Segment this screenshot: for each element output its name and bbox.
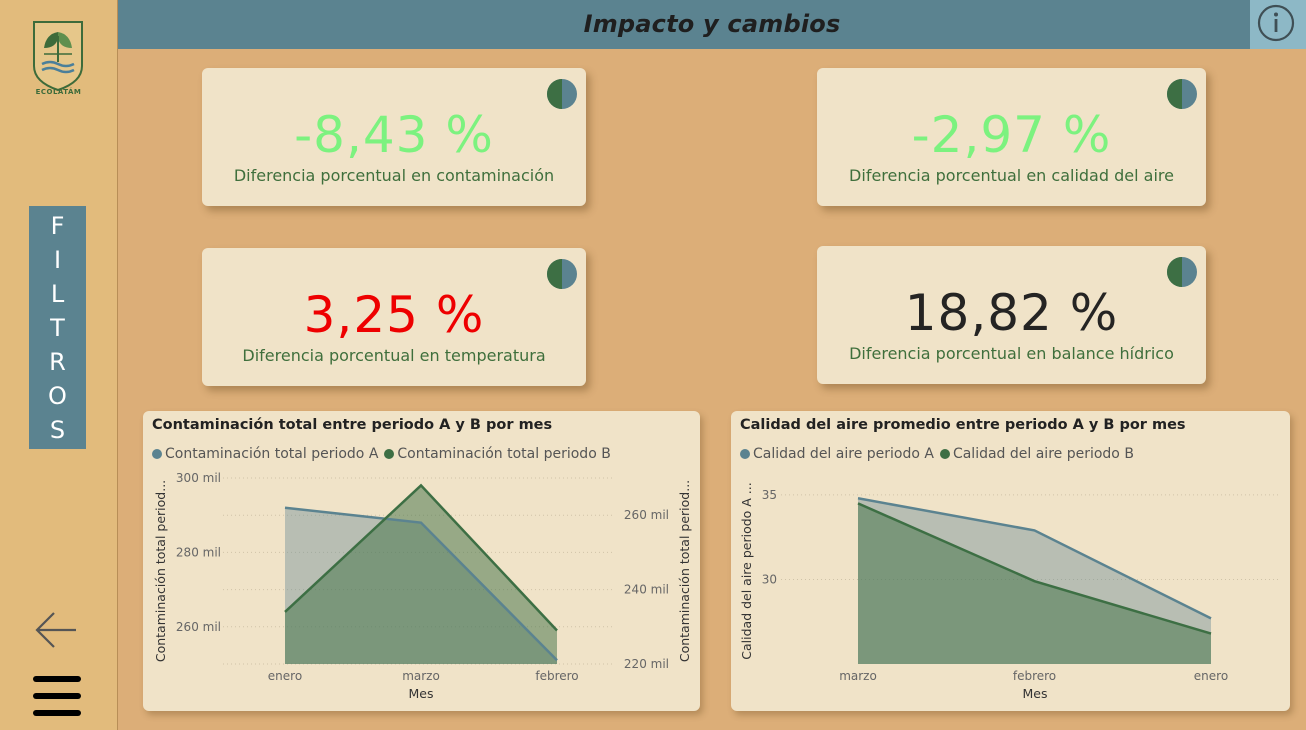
y2-axis-title: Contaminación total period... — [677, 480, 692, 662]
pie-chart-icon[interactable] — [546, 78, 578, 110]
chart-legend: Calidad del aire periodo A Calidad del a… — [740, 446, 1134, 462]
legend-label-b: Contaminación total periodo B — [397, 446, 611, 462]
kpi-value: -2,97 % — [911, 106, 1112, 164]
y-axis-title: Contaminación total period... — [153, 480, 168, 662]
x-tick-label: febrero — [1013, 669, 1056, 683]
series-a-line — [857, 497, 1212, 620]
legend-label-a: Contaminación total periodo A — [165, 446, 379, 462]
legend-item-a[interactable]: Calidad del aire periodo A — [740, 446, 934, 462]
kpi-card-temperature: 3,25 % Diferencia porcentual en temperat… — [202, 248, 586, 386]
x-tick-label: enero — [1194, 669, 1228, 683]
chart-air-quality-svg: 35 30 marzo febrero enero Mes Calidad del aire… — [739, 482, 1281, 701]
header-bar: Impacto y cambios — [118, 0, 1306, 49]
filters-button[interactable]: F I L T R O S — [29, 206, 86, 449]
filters-letter: F — [50, 211, 65, 240]
legend-item-b[interactable]: Calidad del aire periodo B — [939, 446, 1134, 462]
y-tick-label: 300 mil — [176, 471, 221, 485]
y-tick-label: 280 mil — [176, 545, 221, 559]
kpi-value: -8,43 % — [294, 106, 494, 164]
series-a-line — [284, 506, 558, 662]
kpi-value: 18,82 % — [904, 284, 1119, 342]
legend-item-a[interactable]: Contaminación total periodo A — [152, 446, 378, 462]
x-axis-title: Mes — [1023, 686, 1048, 701]
info-icon — [1257, 4, 1295, 42]
chart-contamination-svg: 300 mil 280 mil 260 mil 260 mil 240 mil 220 m… — [153, 471, 692, 701]
y-tick-label: 35 — [762, 488, 777, 502]
legend-dot-a — [740, 449, 750, 459]
chart-legend: Contaminación total periodo A Contaminac… — [152, 446, 611, 462]
ecolatam-logo — [33, 21, 83, 92]
kpi-label: Diferencia porcentual en balance hídrico — [849, 344, 1174, 363]
kpi-value: 3,25 % — [303, 286, 485, 344]
filters-letter: L — [50, 279, 65, 308]
hamburger-icon[interactable] — [33, 675, 81, 717]
y-axis-title: Calidad del aire periodo A ... — [739, 482, 754, 659]
y-tick-label: 260 mil — [176, 620, 221, 634]
filters-letter: S — [49, 415, 66, 444]
kpi-card-air-quality: -2,97 % Diferencia porcentual en calidad… — [817, 68, 1206, 206]
kpi-card-contamination: -8,43 % Diferencia porcentual en contami… — [202, 68, 586, 206]
kpi-label: Diferencia porcentual en calidad del air… — [849, 166, 1174, 185]
chart-title: Contaminación total entre periodo A y B … — [152, 417, 553, 433]
y2-tick-label: 220 mil — [624, 657, 669, 671]
pie-chart-icon[interactable] — [546, 258, 578, 290]
x-tick-label: enero — [268, 669, 302, 683]
chart-title: Calidad del aire promedio entre periodo … — [740, 417, 1186, 433]
filters-letter: T — [50, 313, 65, 342]
legend-item-b[interactable]: Contaminación total periodo B — [384, 446, 611, 462]
info-button[interactable] — [1250, 0, 1306, 49]
sidebar: ECOLATÁM F I L T R O S — [0, 0, 118, 730]
page-title: Impacto y cambios — [583, 10, 841, 38]
filters-letter: I — [53, 245, 62, 274]
arrow-left-icon[interactable] — [34, 610, 78, 650]
kpi-label: Diferencia porcentual en temperatura — [242, 346, 546, 365]
pie-chart-icon[interactable] — [1166, 78, 1198, 110]
legend-dot-b — [384, 449, 395, 459]
series-b-line — [857, 502, 1212, 635]
kpi-card-water-balance: 18,82 % Diferencia porcentual en balance… — [817, 246, 1206, 384]
series-b-area — [285, 485, 557, 664]
x-axis-title: Mes — [409, 686, 434, 701]
kpi-label: Diferencia porcentual en contaminación — [233, 166, 555, 185]
x-tick-label: marzo — [839, 669, 877, 683]
chart-panel-contamination[interactable]: Contaminación total entre periodo A y B … — [143, 411, 700, 711]
series-b-line — [284, 483, 558, 632]
legend-label-b: Calidad del aire periodo B — [952, 446, 1134, 462]
logo-text: ECOLATÁM — [35, 88, 82, 96]
pie-chart-icon[interactable] — [1166, 256, 1198, 288]
y2-tick-label: 240 mil — [624, 583, 669, 597]
x-tick-label: febrero — [535, 669, 578, 683]
filters-letter: R — [49, 347, 66, 376]
x-tick-label: marzo — [402, 669, 440, 683]
chart-panel-air-quality[interactable]: Calidad del aire promedio entre periodo … — [731, 411, 1290, 711]
legend-label-a: Calidad del aire periodo A — [753, 446, 934, 462]
filters-letter: O — [48, 381, 67, 410]
y-tick-label: 30 — [762, 572, 777, 586]
legend-dot-b — [939, 449, 950, 459]
y2-tick-label: 260 mil — [624, 508, 669, 522]
legend-dot-a — [152, 449, 162, 459]
